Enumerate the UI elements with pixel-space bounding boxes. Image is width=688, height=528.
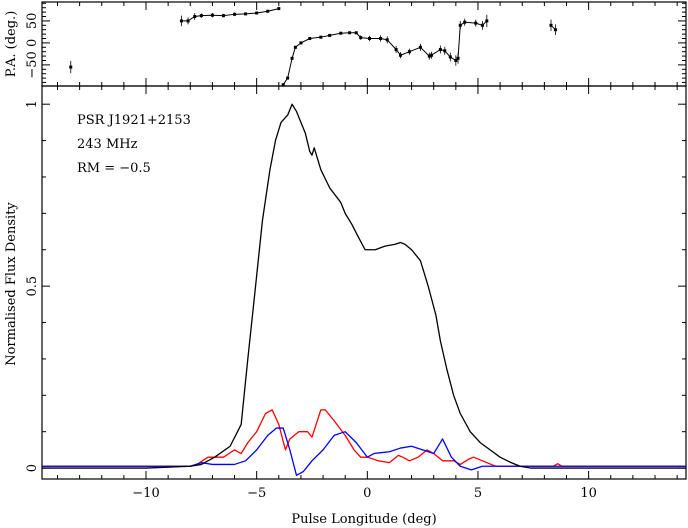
pa-point — [179, 19, 183, 23]
position-angle-panel: −50 0 50 — [25, 1, 687, 87]
pa-point — [448, 55, 452, 59]
profile-panel: −10 −5 0 5 10 0 0.5 1 — [25, 85, 687, 501]
pa-point — [456, 56, 460, 60]
pa-point — [553, 28, 557, 32]
pa-point — [399, 53, 403, 57]
pa-point — [210, 13, 214, 17]
profile-ytick-label: 0 — [25, 464, 40, 472]
pa-point — [281, 83, 285, 87]
pa-point — [348, 31, 352, 35]
pa-point — [463, 20, 467, 24]
pa-point — [319, 35, 323, 39]
pa-point — [379, 37, 383, 41]
profile-xtick-label: 0 — [363, 486, 371, 501]
profile-xtick-label: 5 — [474, 486, 482, 501]
pa-point — [290, 56, 294, 60]
pa-ylabel: P.A. (deg.) — [4, 11, 19, 78]
pa-point — [359, 36, 363, 40]
pa-ytick-label: −50 — [25, 51, 40, 78]
pa-point — [293, 45, 297, 49]
pa-point — [266, 9, 270, 13]
pa-point — [186, 19, 190, 23]
profile-xtick-label: 10 — [580, 486, 597, 501]
profile-xtick-label: −10 — [132, 486, 159, 501]
profile-ytick-label: 0.5 — [25, 276, 40, 297]
pa-point — [485, 19, 489, 23]
pa-point — [299, 41, 303, 45]
annotation-frequency: 243 MHz — [77, 137, 138, 152]
pa-point — [339, 31, 343, 35]
pa-point — [244, 12, 248, 16]
pa-point — [328, 33, 332, 37]
pa-point — [429, 53, 433, 57]
pa-ytick-label: 0 — [25, 39, 40, 47]
pa-point — [454, 58, 458, 62]
pa-point — [458, 23, 462, 27]
pa-point — [221, 14, 225, 18]
profile-ylabel: Normalised Flux Density — [4, 202, 19, 366]
pa-point — [233, 12, 237, 16]
pa-segment-line — [181, 8, 279, 22]
profile-xtick-label: −5 — [247, 486, 266, 501]
pa-point — [474, 21, 478, 25]
pa-point — [394, 47, 398, 51]
pa-point — [368, 37, 372, 41]
pa-point — [277, 7, 281, 11]
pa-point — [549, 23, 553, 27]
circular-polarisation-line — [42, 427, 686, 477]
pa-point — [480, 23, 484, 27]
profile-xlabel: Pulse Longitude (deg) — [291, 512, 436, 527]
linear-polarisation-line — [42, 409, 686, 467]
annotation-rm: RM = −0.5 — [77, 161, 151, 176]
pa-point — [354, 31, 358, 35]
pa-point — [69, 65, 73, 69]
total-intensity-line — [42, 103, 686, 469]
pa-ytick-label: 50 — [25, 13, 40, 30]
pa-point — [427, 54, 431, 58]
pa-point — [443, 49, 447, 53]
pa-point — [199, 14, 203, 18]
pa-segment-line — [282, 20, 488, 85]
pa-point — [255, 11, 259, 15]
annotation-psr-name: PSR J1921+2153 — [77, 113, 191, 128]
pa-point — [385, 38, 389, 42]
pa-point — [308, 37, 312, 41]
pa-point — [193, 15, 197, 19]
pa-point — [286, 76, 290, 80]
profile-frame — [41, 85, 687, 480]
pa-frame — [41, 1, 687, 87]
pa-point — [438, 47, 442, 51]
profile-ytick-label: 1 — [25, 100, 40, 108]
pa-point — [407, 50, 411, 54]
pa-point — [418, 45, 422, 49]
